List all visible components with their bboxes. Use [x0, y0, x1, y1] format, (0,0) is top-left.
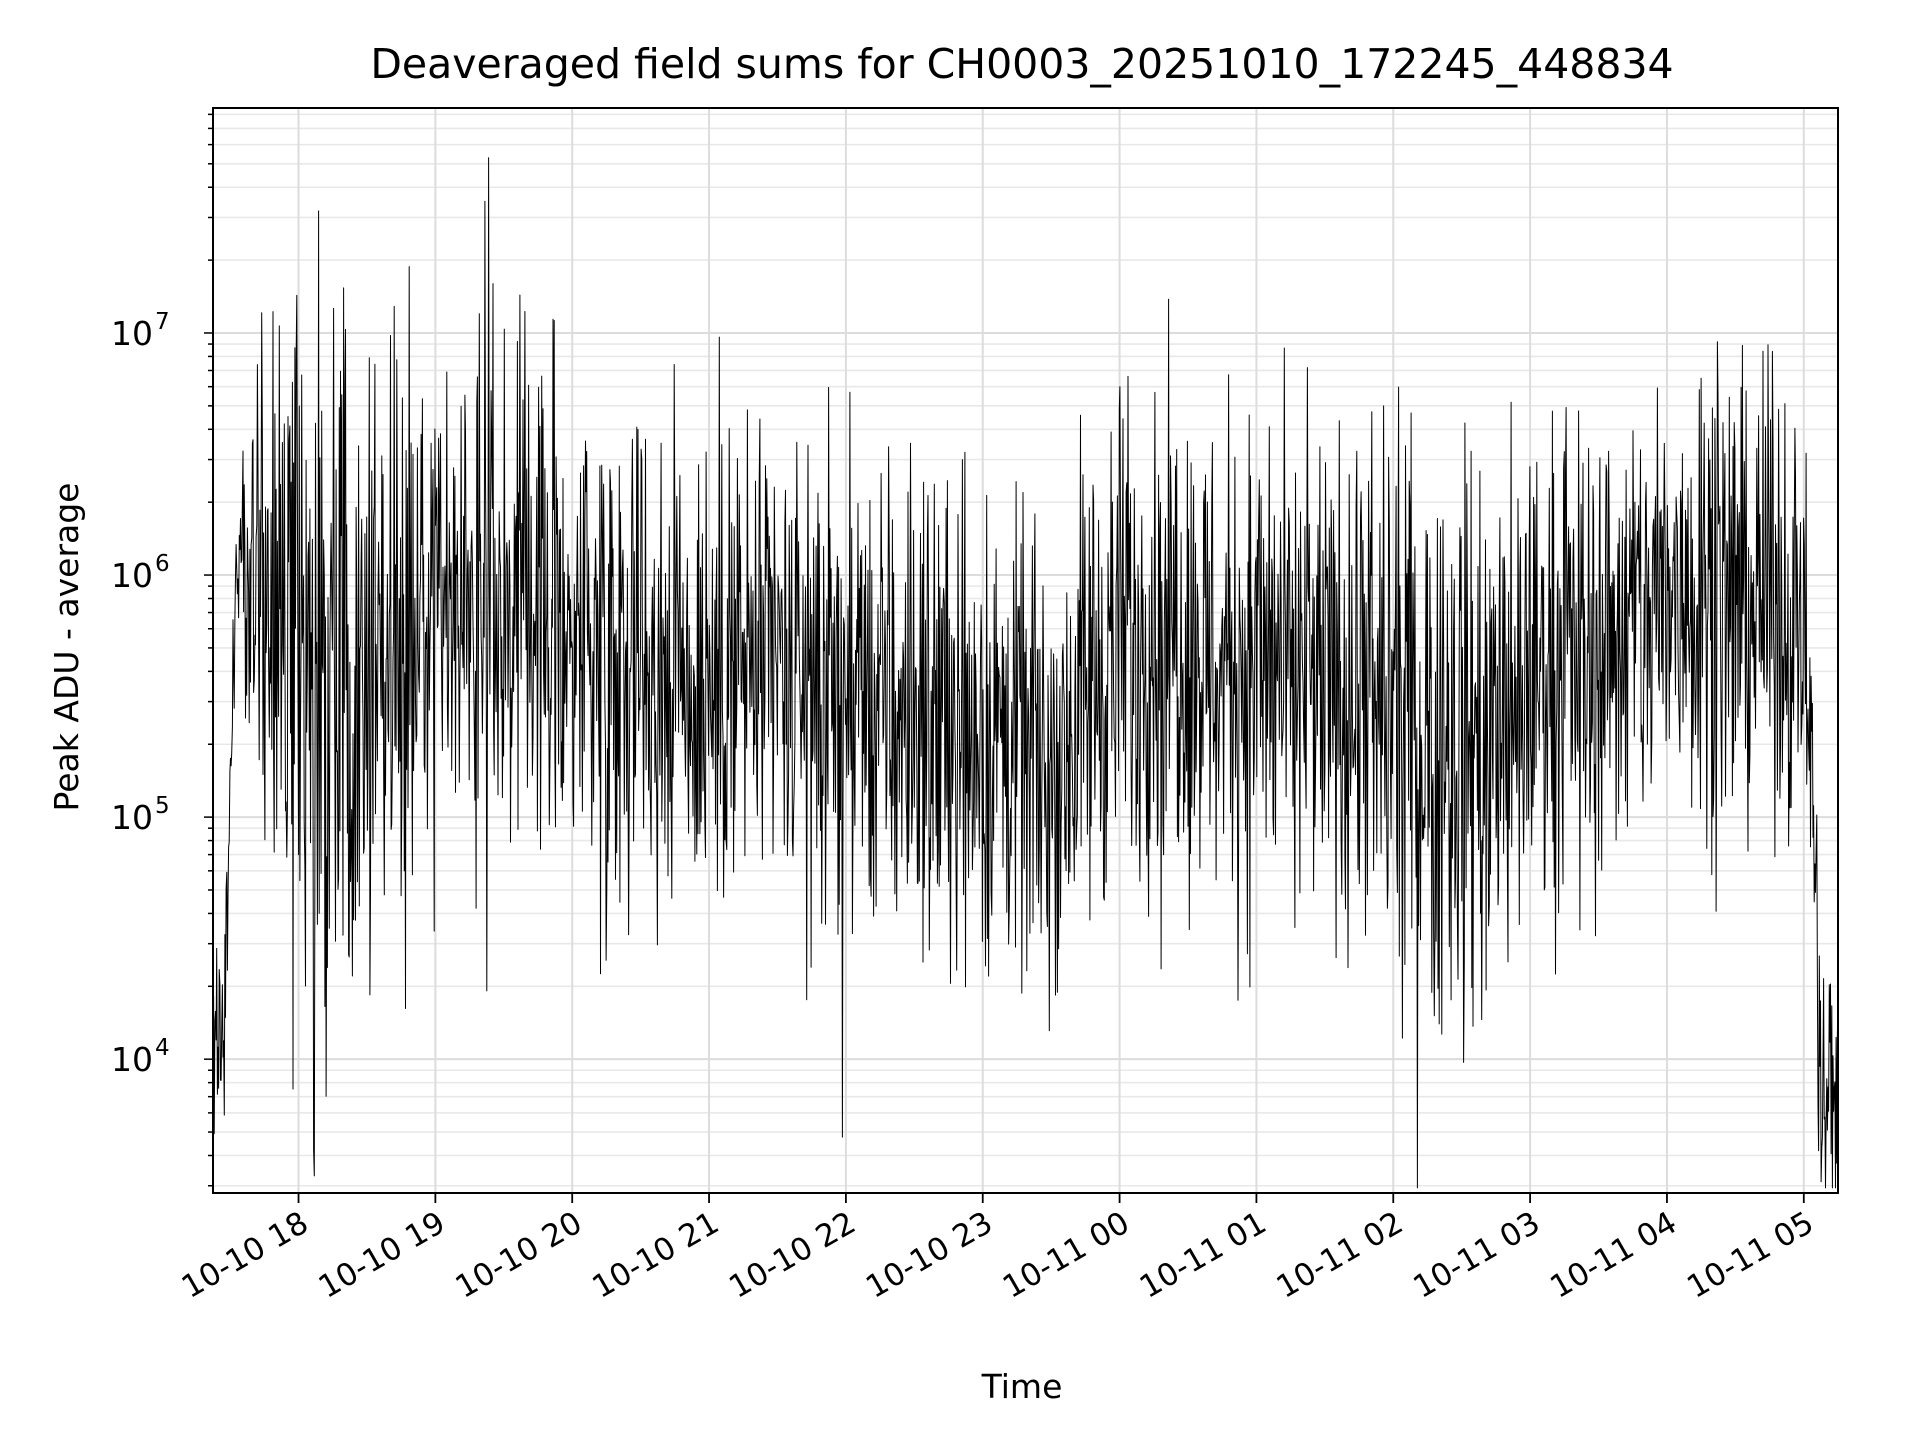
y-tick-exponent: 7 [155, 309, 170, 335]
grid [213, 108, 1838, 1193]
plot-frame [212, 107, 1839, 1194]
x-axis-label: Time [981, 1367, 1063, 1406]
y-tick-base: 10 [111, 1040, 153, 1079]
series-line [212, 157, 1839, 1189]
y-tick-label: 10 [111, 798, 153, 837]
y-tick-exponent: 6 [155, 551, 170, 577]
y-tick-exponent: 5 [155, 793, 170, 819]
y-tick-label: 10 [111, 1040, 153, 1079]
y-axis-label: Peak ADU - average [47, 483, 86, 812]
data-series [212, 157, 1839, 1189]
y-tick-base: 10 [111, 798, 153, 837]
y-tick-exponent: 4 [155, 1035, 170, 1061]
chart-title: Deaveraged field sums for CH0003_2025101… [370, 40, 1673, 88]
y-tick-label: 10 [111, 314, 153, 353]
y-tick-base: 10 [111, 556, 153, 595]
y-tick-label: 10 [111, 556, 153, 595]
y-tick-base: 10 [111, 314, 153, 353]
